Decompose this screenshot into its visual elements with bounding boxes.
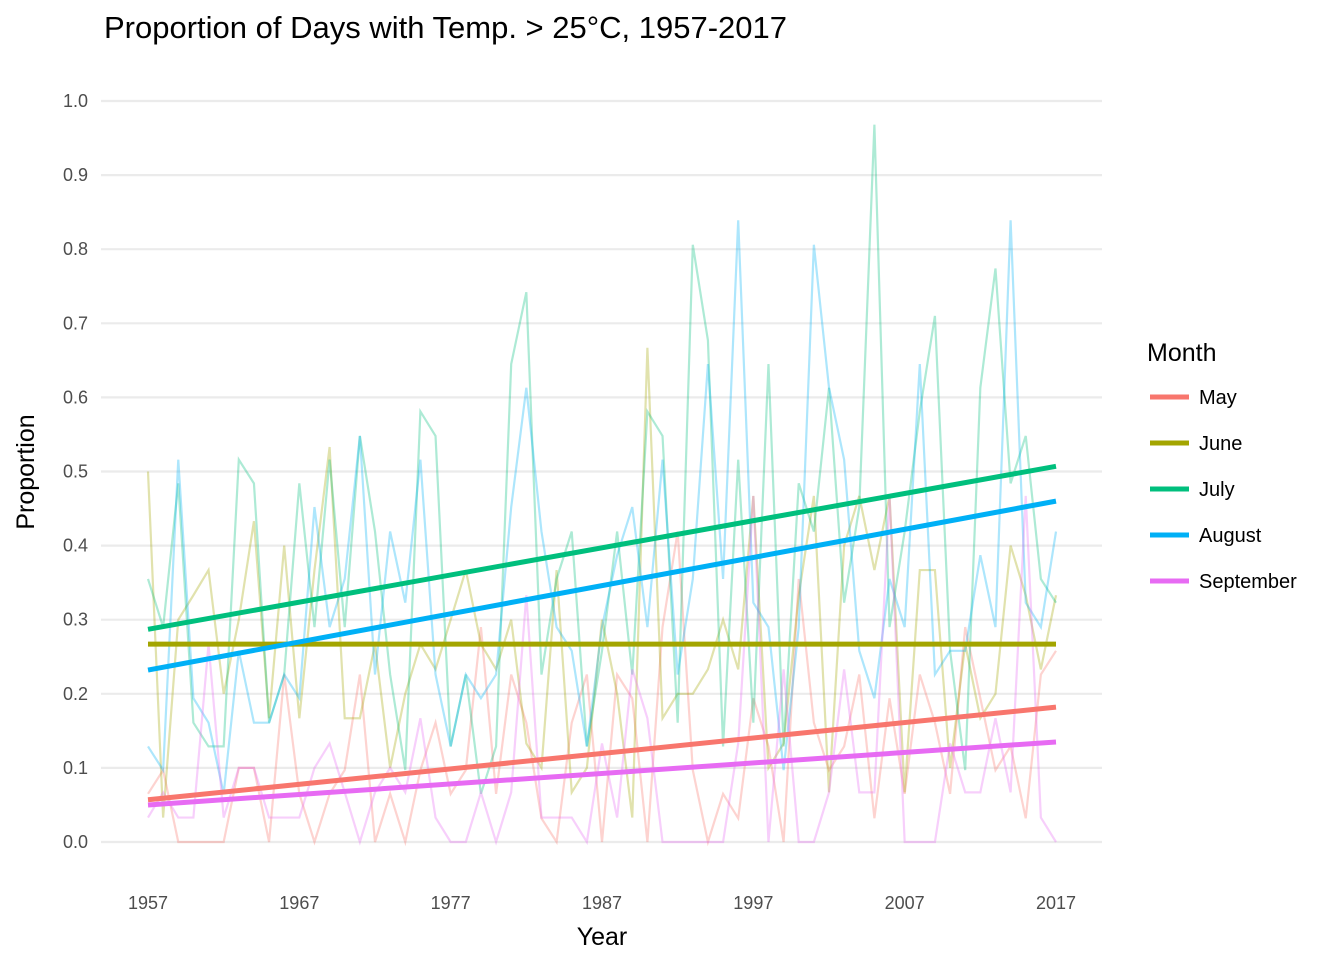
legend-title: Month (1147, 339, 1216, 367)
x-tick-label: 1977 (431, 893, 471, 913)
legend-item-september: September (1150, 571, 1297, 593)
y-tick-label: 0.9 (63, 165, 88, 185)
legend: Month May June July August September (1147, 339, 1297, 593)
y-tick-label: 0.8 (63, 239, 88, 259)
x-tick-label: 2007 (885, 893, 925, 913)
trend-lines (147, 463, 1057, 808)
legend-label: August (1199, 525, 1262, 547)
legend-label: July (1199, 479, 1235, 501)
x-tick-label: 2017 (1036, 893, 1076, 913)
chart-title: Proportion of Days with Temp. > 25°C, 19… (104, 10, 787, 45)
legend-item-august: August (1150, 525, 1262, 547)
legend-label: September (1199, 571, 1297, 593)
trend-line-july (147, 463, 1057, 632)
x-tick-label: 1987 (582, 893, 622, 913)
x-axis-tick-labels: 1957 1967 1977 1987 1997 2007 2017 (128, 893, 1076, 913)
legend-items: May June July August September (1150, 387, 1297, 593)
legend-label: June (1199, 433, 1242, 455)
y-tick-label: 0.7 (63, 313, 88, 333)
trend-line-may (147, 704, 1057, 803)
y-axis-title: Proportion (12, 414, 40, 529)
x-tick-label: 1957 (128, 893, 168, 913)
legend-item-july: July (1150, 479, 1235, 501)
x-tick-label: 1967 (279, 893, 319, 913)
raw-line-june (146, 347, 1058, 818)
gridlines (101, 99, 1102, 844)
trend-line-september (147, 739, 1057, 808)
y-tick-label: 0.3 (63, 610, 88, 630)
legend-item-may: May (1150, 387, 1237, 409)
y-axis-tick-labels: 0.0 0.1 0.2 0.3 0.4 0.5 0.6 0.7 0.8 0.9 1.0 (63, 91, 88, 852)
raw-line-august (147, 220, 1058, 795)
y-tick-label: 0.1 (63, 758, 88, 778)
y-tick-label: 0.4 (63, 536, 88, 556)
y-tick-label: 0.5 (63, 462, 88, 482)
trend-line-august (147, 498, 1057, 673)
legend-label: May (1199, 387, 1237, 409)
x-axis-title: Year (577, 923, 628, 951)
legend-item-june: June (1150, 433, 1242, 455)
raw-line-september (147, 495, 1057, 846)
x-tick-label: 1997 (733, 893, 773, 913)
y-tick-label: 0.0 (63, 832, 88, 852)
raw-series-lines (146, 124, 1058, 847)
y-tick-label: 0.6 (63, 387, 88, 407)
y-tick-label: 1.0 (63, 91, 88, 111)
y-tick-label: 0.2 (63, 684, 88, 704)
